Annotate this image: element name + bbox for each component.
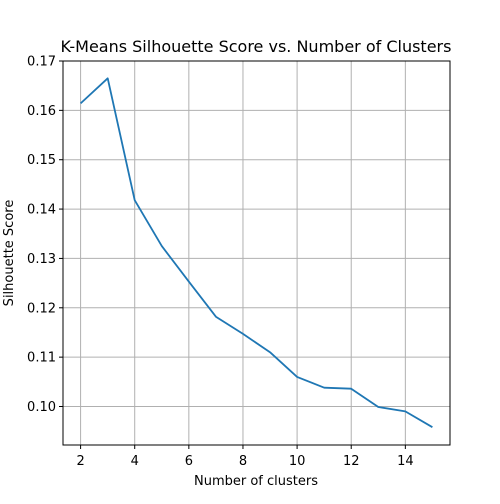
- y-tick-label: 0.11: [27, 351, 56, 366]
- y-tick-label: 0.15: [27, 153, 56, 168]
- x-tick-label: 10: [289, 454, 306, 469]
- plot-frame: [62, 60, 451, 446]
- x-tick-label: 12: [343, 454, 360, 469]
- y-axis-ticks: 0.10 0.11 0.12 0.13 0.14 0.15 0.16 0.17: [27, 55, 63, 415]
- y-tick-label: 0.13: [27, 252, 56, 267]
- y-axis-label: Silhouette Score: [2, 200, 17, 307]
- y-tick-label: 0.12: [27, 301, 56, 316]
- x-tick-label: 14: [397, 454, 414, 469]
- x-axis-ticks: 2 4 6 8 10 12 14: [76, 445, 414, 469]
- y-tick-label: 0.16: [27, 104, 56, 119]
- grid-lines: [63, 60, 450, 445]
- x-tick-label: 2: [76, 454, 84, 469]
- x-tick-label: 6: [185, 454, 193, 469]
- y-tick-label: 0.17: [27, 55, 56, 70]
- series-line: [79, 77, 433, 428]
- y-tick-label: 0.10: [27, 400, 56, 415]
- x-axis-label: Number of clusters: [194, 474, 318, 489]
- series-layer: [79, 77, 433, 428]
- x-tick-label: 8: [239, 454, 247, 469]
- chart-title: K-Means Silhouette Score vs. Number of C…: [61, 37, 452, 56]
- x-tick-label: 4: [131, 454, 139, 469]
- y-tick-label: 0.14: [27, 203, 56, 218]
